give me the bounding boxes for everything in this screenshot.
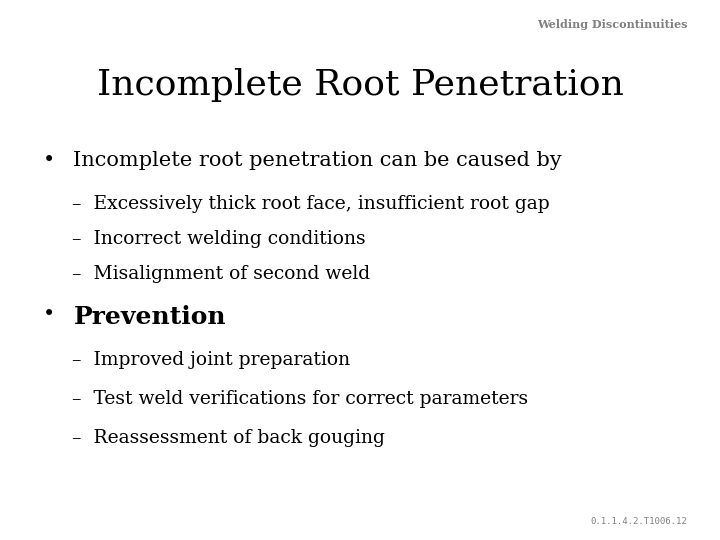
Text: –  Incorrect welding conditions: – Incorrect welding conditions <box>72 230 366 248</box>
Text: •: • <box>43 151 55 170</box>
Text: Incomplete root penetration can be caused by: Incomplete root penetration can be cause… <box>73 151 562 170</box>
Text: Incomplete Root Penetration: Incomplete Root Penetration <box>96 68 624 102</box>
Text: –  Reassessment of back gouging: – Reassessment of back gouging <box>72 429 385 447</box>
Text: –  Improved joint preparation: – Improved joint preparation <box>72 351 350 369</box>
Text: •: • <box>43 305 55 324</box>
Text: 0.1.1.4.2.T1006.12: 0.1.1.4.2.T1006.12 <box>591 517 688 526</box>
Text: Prevention: Prevention <box>73 305 226 329</box>
Text: –  Excessively thick root face, insufficient root gap: – Excessively thick root face, insuffici… <box>72 195 550 213</box>
Text: Welding Discontinuities: Welding Discontinuities <box>537 19 688 30</box>
Text: –  Misalignment of second weld: – Misalignment of second weld <box>72 265 370 282</box>
Text: –  Test weld verifications for correct parameters: – Test weld verifications for correct pa… <box>72 390 528 408</box>
